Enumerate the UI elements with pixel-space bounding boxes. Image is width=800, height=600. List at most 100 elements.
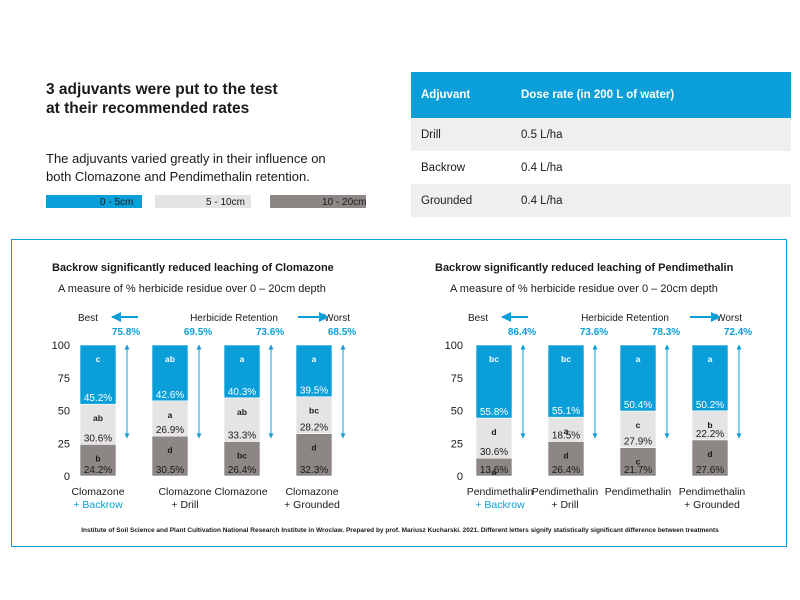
category-label-adjuvant: + Backrow: [475, 499, 525, 511]
segment-letter: a: [564, 426, 569, 436]
dose-rate-table: Adjuvant Dose rate (in 200 L of water) D…: [411, 72, 791, 217]
scale-best-label: Best: [468, 313, 488, 324]
segment-letter: a: [240, 354, 245, 364]
y-tick-label: 50: [451, 406, 463, 418]
category-label-adjuvant: + Grounded: [284, 499, 340, 511]
bar-segment: [295, 396, 333, 434]
bar-segment: [691, 410, 729, 441]
segment-value-label: 42.6%: [156, 390, 184, 401]
scale-worst-label: Worst: [716, 313, 742, 324]
chart-2-title: Backrow significantly reduced leaching o…: [435, 262, 734, 274]
headline: 3 adjuvants were put to the test at thei…: [46, 80, 376, 118]
category-label: Pendimethalin: [679, 486, 746, 498]
segment-letter: d: [563, 450, 568, 460]
bar-segment: [151, 344, 189, 402]
segment-value-label: 30.6%: [84, 433, 112, 444]
segment-value-label: 50.2%: [696, 400, 724, 411]
table-row: Grounded 0.4 L/ha: [411, 184, 791, 217]
segment-letter: b: [707, 420, 712, 430]
charts-panel: [11, 239, 787, 547]
legend-label-0-5cm: 0 - 5cm: [100, 197, 134, 208]
segment-letter: d: [311, 443, 316, 453]
y-tick-label: 25: [451, 438, 463, 450]
segment-value-label: 27.6%: [696, 465, 724, 476]
total-retention-label: 73.6%: [256, 327, 284, 338]
segment-value-label: 26.4%: [552, 465, 580, 476]
segment-value-label: 30.6%: [480, 447, 508, 458]
total-retention-label: 73.6%: [580, 327, 608, 338]
segment-value-label: 28.2%: [300, 423, 328, 434]
segment-letter: a: [636, 354, 641, 364]
category-label: Clomazone: [285, 486, 338, 498]
scale-middle-label: Herbicide Retention: [190, 313, 278, 324]
segment-letter: c: [96, 354, 101, 364]
bar-segment: [295, 344, 333, 398]
category-label: Clomazone: [158, 486, 211, 498]
bar-segment: [79, 443, 117, 477]
y-tick-label: 0: [457, 471, 463, 483]
segment-letter: bc: [309, 406, 319, 416]
y-tick-label: 75: [58, 373, 70, 385]
bar-segment: [547, 416, 585, 442]
segment-value-label: 40.3%: [228, 387, 256, 398]
segment-value-label: 32.3%: [300, 465, 328, 476]
segment-value-label: 45.2%: [84, 393, 112, 404]
segment-value-label: 33.3%: [228, 430, 256, 441]
category-label: Pendimethalin: [605, 486, 672, 498]
chart-1-title: Backrow significantly reduced leaching o…: [52, 262, 334, 274]
segment-letter: a: [708, 354, 713, 364]
bar-segment: [223, 397, 261, 442]
legend-label-10-20cm: 10 - 20cm: [322, 197, 367, 208]
table-cell-adjuvant: Grounded: [411, 184, 521, 217]
bar-segment: [547, 344, 585, 418]
legend-swatch-10-20cm: [270, 195, 366, 208]
segment-letter: ab: [93, 413, 103, 423]
table-cell-dose: 0.5 L/ha: [521, 118, 791, 151]
table-cell-dose: 0.4 L/ha: [521, 161, 563, 174]
total-retention-label: 75.8%: [112, 327, 140, 338]
scale-worst-label: Worst: [324, 313, 350, 324]
bar-segment: [691, 344, 729, 412]
table-header-adjuvant: Adjuvant: [411, 72, 521, 118]
category-label: Clomazone: [71, 486, 124, 498]
segment-letter: bc: [561, 354, 571, 364]
category-label: Pendimethalin: [532, 486, 599, 498]
category-label: Clomazone: [214, 486, 267, 498]
segment-letter: ab: [165, 354, 175, 364]
segment-value-label: 26.4%: [228, 465, 256, 476]
bar-segment: [475, 344, 513, 419]
segment-letter: d: [167, 445, 172, 455]
table-cell-adjuvant: Drill: [411, 118, 521, 151]
y-tick-label: 0: [64, 471, 70, 483]
segment-letter: d: [491, 427, 496, 437]
total-retention-label: 72.4%: [724, 327, 752, 338]
total-retention-label: 69.5%: [184, 327, 212, 338]
intro-text: The adjuvants varied greatly in their in…: [46, 150, 386, 186]
segment-value-label: 18.5%: [552, 430, 580, 441]
source-note: Institute of Soil Science and Plant Cult…: [81, 527, 719, 534]
segment-letter: d: [707, 449, 712, 459]
chart-2-subtitle: A measure of % herbicide residue over 0 …: [450, 283, 718, 295]
segment-value-label: 22.2%: [696, 429, 724, 440]
table-header-row: Adjuvant Dose rate (in 200 L of water): [411, 72, 791, 118]
category-label-adjuvant: + Drill: [551, 499, 578, 511]
segment-letter: c: [636, 457, 641, 467]
segment-value-label: 30.5%: [156, 465, 184, 476]
segment-letter: a: [492, 467, 497, 477]
table-row: Drill 0.5 L/ha: [411, 118, 791, 151]
bar-segment: [295, 433, 333, 477]
headline-line-1: 3 adjuvants were put to the test: [46, 81, 278, 98]
bar-segment: [223, 344, 261, 399]
scale-best-label: Best: [78, 313, 98, 324]
segment-value-label: 13.6%: [480, 465, 508, 476]
bar-segment: [151, 400, 189, 437]
y-tick-label: 50: [58, 406, 70, 418]
category-label-adjuvant: + Backrow: [73, 499, 123, 511]
table-cell-dose: 0.4 L/ha: [521, 184, 791, 217]
segment-letter: bc: [489, 354, 499, 364]
bar-segment: [79, 344, 117, 405]
intro-line-1: The adjuvants varied greatly in their in…: [46, 151, 326, 166]
segment-value-label: 55.1%: [552, 406, 580, 417]
segment-letter: b: [95, 453, 100, 463]
